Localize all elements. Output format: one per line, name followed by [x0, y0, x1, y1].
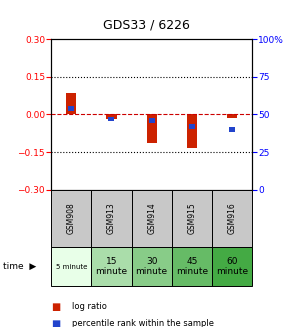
- Bar: [132, 247, 172, 286]
- Text: 5 minute: 5 minute: [56, 264, 87, 269]
- Bar: [108, 117, 115, 121]
- Bar: [212, 247, 252, 286]
- Text: ■: ■: [51, 302, 61, 313]
- Text: GSM916: GSM916: [227, 202, 236, 234]
- Bar: [189, 124, 195, 129]
- Bar: [212, 190, 252, 247]
- Text: GSM908: GSM908: [67, 202, 76, 234]
- Text: time  ▶: time ▶: [3, 262, 36, 271]
- Text: 60
minute: 60 minute: [216, 257, 248, 276]
- Bar: [187, 114, 197, 148]
- Text: percentile rank within the sample: percentile rank within the sample: [72, 319, 214, 327]
- Text: 15
minute: 15 minute: [96, 257, 127, 276]
- Bar: [66, 93, 76, 114]
- Text: GDS33 / 6226: GDS33 / 6226: [103, 18, 190, 31]
- Bar: [106, 114, 117, 119]
- Bar: [149, 118, 155, 123]
- Text: 45
minute: 45 minute: [176, 257, 208, 276]
- Bar: [229, 127, 235, 132]
- Text: log ratio: log ratio: [72, 302, 107, 312]
- Bar: [132, 190, 172, 247]
- Bar: [172, 247, 212, 286]
- Bar: [51, 247, 91, 286]
- Bar: [227, 114, 237, 118]
- Bar: [68, 106, 74, 111]
- Text: ■: ■: [51, 319, 61, 327]
- Bar: [146, 114, 157, 143]
- Text: GSM913: GSM913: [107, 202, 116, 234]
- Text: GSM914: GSM914: [147, 202, 156, 234]
- Bar: [172, 190, 212, 247]
- Text: GSM915: GSM915: [187, 202, 196, 234]
- Bar: [91, 247, 132, 286]
- Bar: [91, 190, 132, 247]
- Text: 30
minute: 30 minute: [136, 257, 168, 276]
- Bar: [51, 190, 91, 247]
